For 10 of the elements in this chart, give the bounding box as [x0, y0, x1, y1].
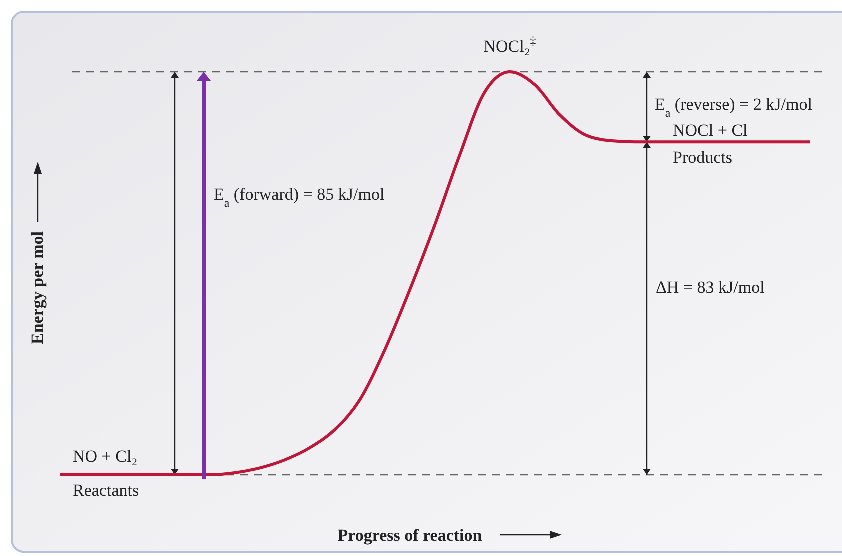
- annotation: NO + Cl₂: [73, 447, 138, 466]
- text: Reactants: [73, 481, 140, 500]
- annotation: E$_{a}$ (forward) = 85 kJ/mol: [214, 185, 385, 210]
- annotation: Products: [673, 148, 732, 167]
- annotation: E$_{a}$ (reverse) = 2 kJ/mol: [655, 95, 813, 120]
- text: NOCl₂$^{‡}$: [484, 34, 536, 56]
- annotation: NOCl + Cl: [673, 121, 748, 140]
- annotation: ΔH = 83 kJ/mol: [656, 278, 766, 297]
- x-axis-title: Progress of reaction: [338, 526, 483, 545]
- y-axis-title: Energy per mol: [28, 231, 47, 345]
